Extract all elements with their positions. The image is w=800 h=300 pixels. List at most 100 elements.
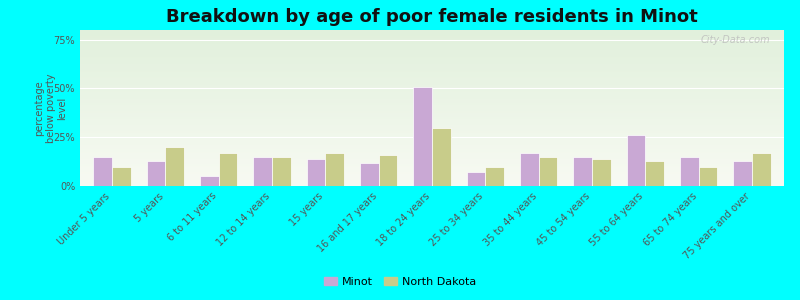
Bar bbox=[80, 36, 784, 38]
Bar bbox=[80, 111, 784, 113]
Bar bbox=[80, 55, 784, 56]
Bar bbox=[80, 63, 784, 64]
Bar bbox=[80, 146, 784, 147]
Bar bbox=[80, 128, 784, 130]
Bar bbox=[80, 53, 784, 55]
Bar bbox=[646, 161, 664, 186]
Bar bbox=[80, 105, 784, 106]
Bar bbox=[80, 125, 784, 127]
Bar bbox=[80, 69, 784, 70]
Bar bbox=[80, 32, 784, 33]
Bar bbox=[306, 159, 326, 186]
Bar bbox=[80, 92, 784, 94]
Bar bbox=[80, 78, 784, 80]
Bar bbox=[80, 100, 784, 102]
Bar bbox=[80, 177, 784, 178]
Bar bbox=[80, 108, 784, 110]
Bar bbox=[80, 106, 784, 108]
Bar bbox=[466, 172, 486, 186]
Bar bbox=[80, 178, 784, 180]
Bar bbox=[80, 70, 784, 72]
Bar bbox=[80, 130, 784, 131]
Bar bbox=[80, 175, 784, 177]
Bar bbox=[80, 116, 784, 117]
Bar bbox=[80, 170, 784, 172]
Bar bbox=[80, 33, 784, 35]
Bar bbox=[80, 52, 784, 53]
Bar bbox=[146, 161, 166, 186]
Bar bbox=[80, 172, 784, 173]
Bar bbox=[326, 153, 344, 186]
Bar bbox=[680, 157, 698, 186]
Bar bbox=[80, 82, 784, 83]
Bar bbox=[80, 97, 784, 99]
Bar bbox=[80, 50, 784, 52]
Bar bbox=[80, 166, 784, 167]
Bar bbox=[80, 138, 784, 139]
Bar bbox=[80, 131, 784, 133]
Bar bbox=[80, 35, 784, 36]
Bar bbox=[752, 153, 770, 186]
Bar bbox=[80, 41, 784, 43]
Bar bbox=[734, 161, 752, 186]
Bar bbox=[254, 157, 272, 186]
Bar bbox=[80, 142, 784, 144]
Bar bbox=[80, 77, 784, 78]
Bar bbox=[80, 39, 784, 41]
Bar bbox=[80, 117, 784, 119]
Bar bbox=[80, 95, 784, 97]
Bar bbox=[80, 124, 784, 125]
Bar bbox=[80, 30, 784, 31]
Y-axis label: percentage
below poverty
level: percentage below poverty level bbox=[34, 73, 67, 143]
Bar bbox=[94, 157, 112, 186]
Bar bbox=[80, 156, 784, 158]
Bar bbox=[80, 68, 784, 69]
Bar bbox=[432, 128, 450, 186]
Bar bbox=[112, 167, 130, 186]
Bar bbox=[80, 160, 784, 161]
Bar bbox=[80, 64, 784, 66]
Bar bbox=[80, 122, 784, 124]
Bar bbox=[166, 147, 184, 186]
Bar bbox=[80, 60, 784, 61]
Bar bbox=[80, 167, 784, 169]
Bar bbox=[80, 74, 784, 75]
Bar bbox=[80, 121, 784, 122]
Title: Breakdown by age of poor female residents in Minot: Breakdown by age of poor female resident… bbox=[166, 8, 698, 26]
Bar bbox=[80, 155, 784, 156]
Bar bbox=[80, 163, 784, 164]
Bar bbox=[80, 148, 784, 150]
Bar bbox=[80, 43, 784, 44]
Bar bbox=[80, 58, 784, 60]
Bar bbox=[272, 157, 290, 186]
Bar bbox=[80, 88, 784, 89]
Legend: Minot, North Dakota: Minot, North Dakota bbox=[319, 273, 481, 291]
Bar bbox=[80, 114, 784, 116]
Bar bbox=[80, 83, 784, 85]
Bar bbox=[80, 134, 784, 136]
Bar bbox=[80, 144, 784, 146]
Bar bbox=[80, 89, 784, 91]
Bar bbox=[626, 135, 646, 186]
Bar bbox=[80, 173, 784, 175]
Bar bbox=[80, 94, 784, 95]
Bar bbox=[592, 159, 610, 186]
Bar bbox=[80, 110, 784, 111]
Bar bbox=[80, 49, 784, 50]
Bar bbox=[80, 44, 784, 46]
Bar bbox=[80, 161, 784, 163]
Bar bbox=[80, 139, 784, 141]
Bar bbox=[538, 157, 558, 186]
Bar bbox=[80, 183, 784, 184]
Text: City-Data.com: City-Data.com bbox=[700, 35, 770, 45]
Bar bbox=[80, 80, 784, 82]
Bar bbox=[80, 164, 784, 166]
Bar bbox=[80, 141, 784, 142]
Bar bbox=[414, 86, 432, 186]
Bar bbox=[80, 85, 784, 86]
Bar bbox=[80, 75, 784, 77]
Bar bbox=[80, 153, 784, 155]
Bar bbox=[80, 133, 784, 134]
Bar bbox=[80, 72, 784, 74]
Bar bbox=[698, 167, 718, 186]
